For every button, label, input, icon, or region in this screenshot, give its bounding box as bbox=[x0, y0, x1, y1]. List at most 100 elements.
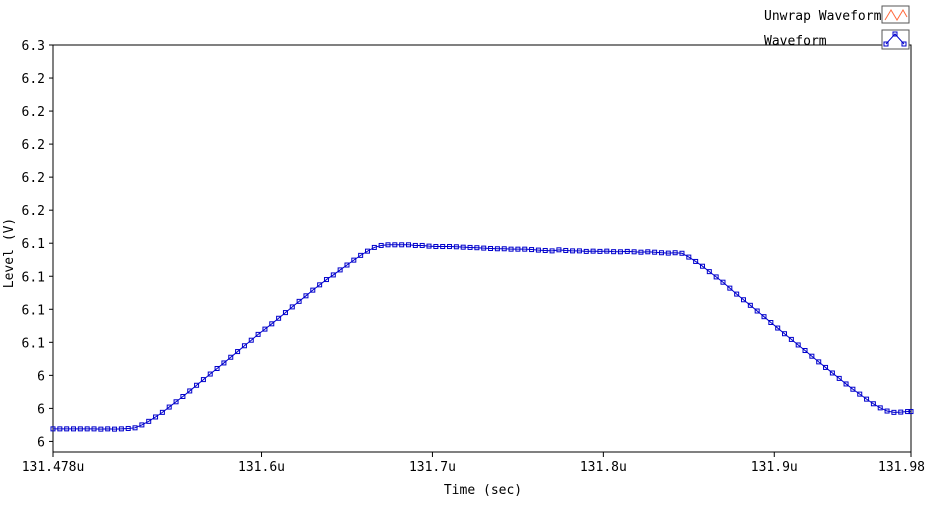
waveform-point bbox=[617, 249, 623, 255]
waveform-point bbox=[351, 257, 357, 263]
waveform-point bbox=[139, 422, 145, 428]
waveform-point bbox=[816, 359, 822, 365]
waveform-point bbox=[358, 252, 364, 258]
waveform-point bbox=[214, 365, 220, 371]
waveform-point bbox=[310, 287, 316, 293]
waveform-point bbox=[891, 409, 897, 415]
waveform-point bbox=[289, 304, 295, 310]
waveform-point bbox=[713, 274, 719, 280]
waveform-point bbox=[597, 248, 603, 254]
waveform-point bbox=[378, 242, 384, 248]
waveform-point bbox=[549, 248, 555, 254]
waveform-point bbox=[877, 405, 883, 411]
waveform-point bbox=[693, 258, 699, 264]
waveform-point bbox=[166, 404, 172, 410]
legend-item-waveform[interactable]: Waveform bbox=[764, 29, 910, 50]
waveform-point bbox=[132, 425, 138, 431]
waveform-point bbox=[153, 414, 159, 420]
waveform-point bbox=[652, 249, 658, 255]
waveform-point bbox=[529, 247, 535, 253]
waveform-point bbox=[761, 314, 767, 320]
waveform-point bbox=[50, 426, 56, 432]
waveform-point bbox=[460, 244, 466, 250]
waveform-point bbox=[563, 247, 569, 253]
waveform-point bbox=[180, 394, 186, 399]
waveform-point bbox=[200, 377, 206, 383]
waveform-point bbox=[317, 282, 323, 288]
x-axis: 131.478u 131.6u 131.7u 131.8u 131.9u 131.98 bbox=[22, 452, 925, 475]
waveform-point bbox=[71, 426, 77, 432]
waveform-point bbox=[323, 277, 329, 283]
waveform-point bbox=[241, 343, 247, 349]
waveform-point bbox=[870, 401, 876, 407]
blue-marker-line-icon bbox=[881, 29, 910, 50]
waveform-point bbox=[522, 246, 528, 252]
waveform-point bbox=[77, 426, 83, 432]
waveform-point bbox=[125, 425, 131, 431]
waveform-point bbox=[207, 371, 213, 377]
legend-item-unwrap-waveform[interactable]: Unwrap Waveform bbox=[764, 5, 910, 24]
waveform-point bbox=[385, 242, 391, 248]
x-axis-label: Time (sec) bbox=[444, 483, 522, 498]
waveform-point bbox=[686, 254, 692, 260]
waveform-point bbox=[611, 249, 617, 255]
x-tick-label: 131.478u bbox=[22, 460, 85, 475]
waveform-point bbox=[727, 285, 733, 291]
waveform-point bbox=[556, 247, 562, 253]
waveform-point bbox=[84, 426, 90, 432]
waveform-point bbox=[282, 310, 288, 316]
waveform-point bbox=[481, 245, 487, 251]
waveform-point bbox=[679, 250, 685, 256]
waveform-point bbox=[850, 386, 856, 392]
waveform-point bbox=[187, 388, 193, 394]
waveform-point bbox=[542, 247, 548, 253]
waveform-point bbox=[98, 426, 104, 432]
x-tick-label: 131.8u bbox=[580, 460, 627, 475]
x-tick-label: 131.9u bbox=[751, 460, 798, 475]
y-tick-label: 6.1 bbox=[22, 270, 45, 285]
y-tick-label: 6.2 bbox=[22, 72, 45, 87]
waveform-point bbox=[905, 409, 911, 415]
waveform-point bbox=[631, 249, 637, 255]
waveform-point bbox=[228, 354, 234, 360]
legend-label: Waveform bbox=[764, 34, 827, 49]
waveform-point bbox=[515, 246, 521, 252]
waveform-point bbox=[768, 320, 774, 325]
y-tick-label: 6 bbox=[37, 435, 45, 450]
waveform-point bbox=[64, 426, 70, 432]
waveform-point bbox=[843, 381, 849, 387]
waveform-point bbox=[576, 248, 582, 254]
y-tick-label: 6.2 bbox=[22, 138, 45, 153]
waveform-point bbox=[276, 315, 282, 321]
waveform-point bbox=[453, 244, 459, 250]
waveform-point bbox=[788, 336, 794, 342]
waveform-series-line bbox=[53, 244, 911, 430]
y-tick-label: 6.1 bbox=[22, 303, 45, 318]
waveform-point bbox=[802, 348, 808, 354]
waveform-point bbox=[494, 246, 500, 252]
waveform-point bbox=[754, 308, 760, 314]
waveform-point bbox=[269, 321, 275, 327]
waveform-point bbox=[364, 248, 370, 254]
y-tick-label: 6.2 bbox=[22, 105, 45, 120]
waveform-point bbox=[747, 302, 753, 308]
waveform-point bbox=[665, 250, 671, 256]
waveform-point bbox=[235, 349, 241, 355]
waveform-point bbox=[255, 331, 261, 337]
waveform-point bbox=[112, 426, 118, 432]
waveform-point bbox=[638, 249, 644, 255]
waveform-point bbox=[337, 267, 343, 273]
waveform-point bbox=[706, 269, 712, 275]
waveform-point bbox=[474, 245, 480, 251]
waveform-point bbox=[330, 272, 336, 278]
waveform-point bbox=[645, 249, 651, 255]
waveform-point bbox=[658, 250, 664, 256]
waveform-point bbox=[836, 375, 842, 381]
waveform-point bbox=[194, 382, 200, 388]
y-tick-label: 6.2 bbox=[22, 171, 45, 186]
legend-label: Unwrap Waveform bbox=[764, 9, 882, 24]
waveform-point bbox=[823, 364, 829, 370]
x-tick-label: 131.6u bbox=[238, 460, 285, 475]
